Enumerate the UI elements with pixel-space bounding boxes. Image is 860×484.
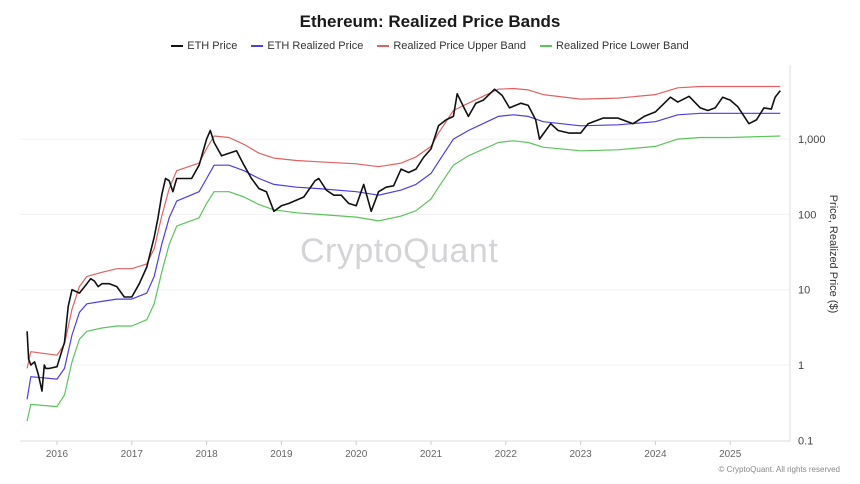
x-tick-label: 2022 [495,449,518,460]
legend-label: Realized Price Lower Band [556,40,689,52]
x-tick-label: 2018 [195,449,218,460]
copyright-footer: © CryptoQuant. All rights reserved [718,465,841,474]
x-tick-label: 2019 [270,449,293,460]
y-tick-label: 0.1 [798,435,813,447]
legend-label: ETH Price [187,40,238,52]
series-line-eth-price [26,88,781,392]
series-line-realized-price-upper-band [26,85,781,369]
legend-item-realized-price[interactable]: ETH Realized Price [251,40,363,52]
x-tick-label: 2020 [345,449,368,460]
y-tick-label: 10 [798,285,810,297]
y-axis-label: Price, Realized Price ($) [827,194,839,314]
y-tick-label: 1,000 [798,134,826,146]
legend-item-eth-price[interactable]: ETH Price [171,40,237,52]
legend-item-upper-band[interactable]: Realized Price Upper Band [377,40,526,52]
x-tick-label: 2023 [569,449,592,460]
legend-label: Realized Price Upper Band [393,40,527,52]
series-line-eth-realized-price [26,112,781,400]
x-tick-label: 2021 [420,449,443,460]
x-tick-label: 2016 [46,449,69,460]
legend: ETH Price ETH Realized Price Realized Pr… [0,40,860,52]
chart-title: Ethereum: Realized Price Bands [299,12,561,31]
series-line-realized-price-lower-band [26,135,781,422]
y-tick-label: 100 [798,209,816,221]
x-tick-label: 2024 [644,449,667,460]
legend-label: ETH Realized Price [267,40,364,52]
watermark-logo: CryptoQuant [300,232,499,270]
y-tick-label: 1 [798,360,804,372]
x-tick-label: 2025 [719,449,742,460]
legend-item-lower-band[interactable]: Realized Price Lower Band [540,40,689,52]
x-tick-label: 2017 [121,449,144,460]
